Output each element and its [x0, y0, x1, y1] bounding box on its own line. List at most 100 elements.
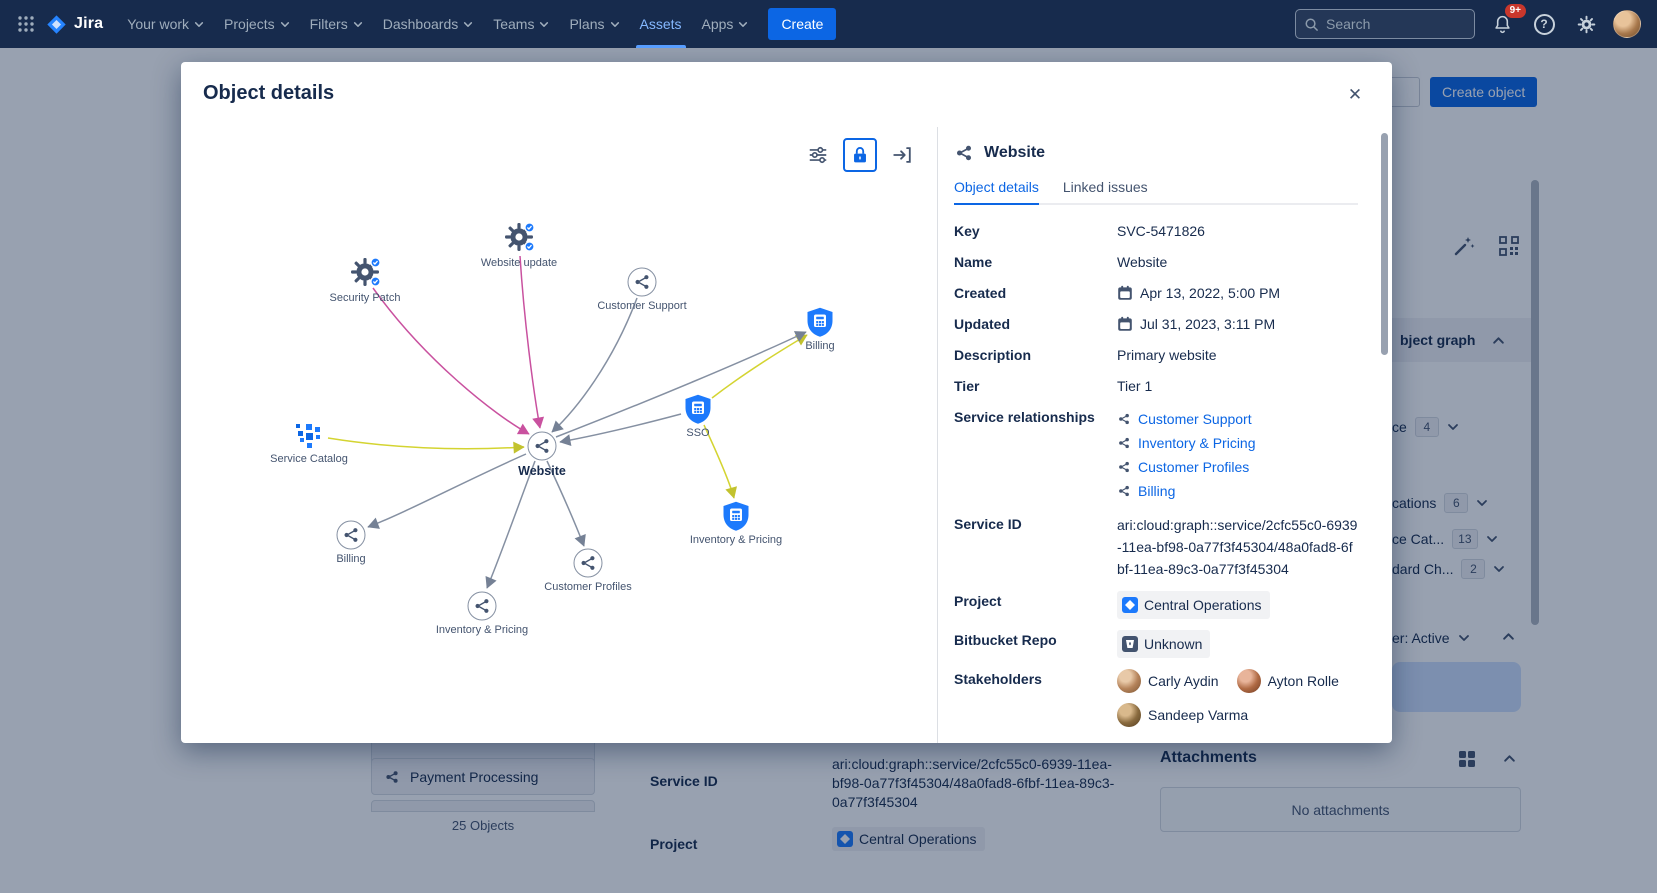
field-label-key: Key	[954, 223, 980, 239]
field-value-updated: Jul 31, 2023, 3:11 PM	[1117, 314, 1358, 334]
app-switcher-button[interactable]	[10, 8, 42, 40]
field-label-bitbucket-repo: Bitbucket Repo	[954, 632, 1057, 648]
stakeholder-sandeep-varma[interactable]: Sandeep Varma	[1117, 703, 1248, 727]
filter-active-dropdown[interactable]: er: Active	[1392, 630, 1470, 646]
service-gear-icon	[502, 220, 536, 254]
relationship-link-billing[interactable]: Billing	[1117, 479, 1358, 503]
graph-node-sso[interactable]: SSO	[628, 394, 768, 439]
notification-badge: 9+	[1504, 4, 1526, 18]
graph-node-website[interactable]: Website	[472, 431, 612, 478]
relationship-graph: Website update Security Patch Customer S…	[181, 127, 937, 743]
search-input[interactable]	[1326, 16, 1460, 32]
service-gear-icon	[348, 255, 382, 289]
global-search	[1295, 9, 1475, 39]
object-node-icon	[467, 591, 497, 621]
nav-item-assets[interactable]: Assets	[630, 0, 692, 48]
attribute-filter-row[interactable]: cations 6	[1392, 493, 1488, 513]
graph-node-service-catalog[interactable]: Service Catalog	[239, 424, 379, 465]
graph-node-customer-profiles[interactable]: Customer Profiles	[518, 548, 658, 593]
object-list-item-partial[interactable]	[371, 800, 595, 812]
field-value-description: Primary website	[1117, 347, 1217, 363]
magic-wand-icon[interactable]	[1452, 234, 1476, 258]
attribute-filter-row[interactable]: ce 4	[1392, 417, 1459, 437]
close-button[interactable]: ✕	[1338, 78, 1372, 112]
jira-logo[interactable]: Jira	[42, 14, 117, 35]
panel-scrollbar[interactable]	[1381, 133, 1388, 355]
no-attachments-box: No attachments	[1160, 787, 1521, 832]
create-button[interactable]: Create	[768, 8, 837, 40]
relationship-link-customer-support[interactable]: Customer Support	[1117, 407, 1358, 431]
filter-count: 4	[1414, 417, 1439, 437]
pane-divider	[937, 127, 938, 743]
field-value-name: Website	[1117, 254, 1168, 270]
field-list: Key SVC-5471826 Name Website Created Apr…	[954, 221, 1358, 727]
modal-title: Object details	[203, 82, 335, 104]
tab-object-details[interactable]: Object details	[954, 179, 1039, 205]
field-label-project: Project	[954, 593, 1002, 609]
nav-item-projects[interactable]: Projects	[214, 0, 300, 48]
notifications-button[interactable]: 9+	[1487, 4, 1526, 39]
chevron-down-icon	[610, 21, 620, 28]
create-object-button[interactable]: Create object	[1430, 77, 1538, 107]
graph-display-settings-button[interactable]	[801, 138, 835, 172]
stakeholder-carly-aydin[interactable]: Carly Aydin	[1117, 669, 1219, 693]
nav-item-filters[interactable]: Filters	[300, 0, 373, 48]
field-value-service-id: ari:cloud:graph::service/2cfc55c0-6939-1…	[1117, 517, 1358, 577]
attribute-filter-row[interactable]: dard Ch... 2	[1392, 559, 1505, 579]
graph-lock-button[interactable]	[843, 138, 877, 172]
object-details-panel: Website Object details Linked issues Key…	[938, 127, 1392, 743]
graph-edge	[372, 287, 530, 435]
avatar	[1117, 669, 1141, 693]
user-avatar[interactable]	[1613, 10, 1641, 38]
relationship-link-customer-profiles[interactable]: Customer Profiles	[1117, 455, 1358, 479]
search-icon	[1305, 18, 1318, 31]
page-scrollbar[interactable]	[1531, 180, 1539, 625]
bg-project-chip[interactable]: Central Operations	[832, 827, 985, 851]
object-list-item-payment-processing[interactable]: Payment Processing	[371, 758, 595, 795]
nav-item-your-work[interactable]: Your work	[117, 0, 214, 48]
filter-active-label-partial: er: Active	[1392, 630, 1450, 646]
nav-item-teams[interactable]: Teams	[483, 0, 559, 48]
object-details-modal: Object details ✕	[181, 62, 1392, 743]
grid-view-icon[interactable]	[1457, 749, 1477, 769]
field-label-stakeholders: Stakeholders	[954, 671, 1042, 687]
project-avatar-icon	[1122, 597, 1138, 613]
graph-node-customer-support[interactable]: Customer Support	[572, 267, 712, 312]
highlighted-panel	[1392, 662, 1521, 712]
nav-item-plans[interactable]: Plans	[559, 0, 629, 48]
help-button[interactable]: ?	[1529, 9, 1559, 39]
graph-node-inventory-pricing-shield[interactable]: Inventory & Pricing	[666, 501, 806, 546]
shield-icon	[684, 394, 712, 424]
graph-node-billing-shield[interactable]: Billing	[750, 307, 890, 352]
field-label-name: Name	[954, 254, 993, 270]
tab-linked-issues[interactable]: Linked issues	[1062, 179, 1148, 195]
graph-node-label: Customer Profiles	[544, 581, 632, 593]
settings-button[interactable]	[1571, 9, 1601, 39]
graph-edge	[327, 437, 525, 454]
nav-item-label: Teams	[493, 16, 535, 32]
graph-edge	[485, 460, 536, 589]
stakeholder-ayton-rolle[interactable]: Ayton Rolle	[1236, 669, 1339, 693]
graph-node-security-patch[interactable]: Security Patch	[295, 255, 435, 304]
graph-node-label: Billing	[805, 340, 835, 352]
project-chip[interactable]: Central Operations	[1117, 591, 1270, 619]
nav-item-label: Assets	[639, 16, 682, 32]
top-navigation: Jira Your work Projects Filters Dashboar…	[0, 0, 1657, 48]
nav-item-label: Dashboards	[382, 16, 459, 32]
relationship-link-inventory-pricing[interactable]: Inventory & Pricing	[1117, 431, 1358, 455]
graph-node-website-update[interactable]: Website update	[449, 220, 589, 269]
bitbucket-icon	[1122, 636, 1138, 652]
help-icon: ?	[1533, 13, 1555, 35]
attribute-filter-row[interactable]: ce Cat... 13	[1392, 529, 1498, 549]
graph-exit-button[interactable]	[885, 138, 919, 172]
graph-toolbar	[801, 138, 919, 172]
nav-item-apps[interactable]: Apps	[692, 0, 759, 48]
graph-node-inventory-pricing[interactable]: Inventory & Pricing	[412, 591, 552, 636]
nav-item-dashboards[interactable]: Dashboards	[373, 0, 484, 48]
qr-code-icon[interactable]	[1498, 235, 1520, 257]
active-tab-underline	[635, 45, 686, 48]
nav-item-label: Plans	[569, 16, 605, 32]
graph-node-billing[interactable]: Billing	[281, 520, 421, 565]
nav-item-label: Projects	[224, 16, 275, 32]
graph-canvas[interactable]	[181, 127, 937, 743]
